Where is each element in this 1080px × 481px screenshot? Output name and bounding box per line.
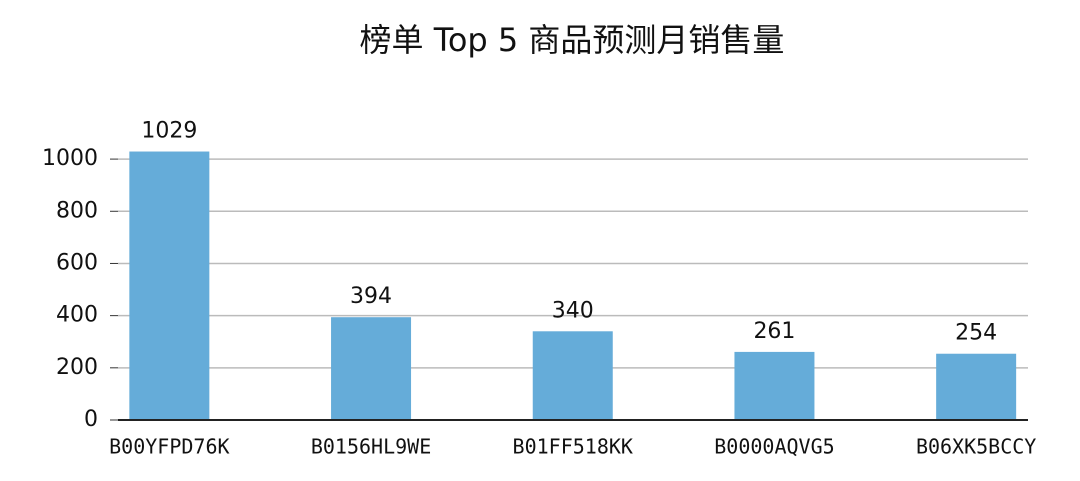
x-tick-label: B06XK5BCCY <box>916 435 1036 459</box>
x-tick-label: B0156HL9WE <box>311 435 431 459</box>
value-label: 1029 <box>141 119 197 144</box>
value-label: 261 <box>753 319 795 344</box>
y-tick-label: 600 <box>56 250 98 275</box>
y-tick-label: 800 <box>56 198 98 223</box>
bar <box>331 317 412 420</box>
y-tick-label: 1000 <box>42 146 98 171</box>
value-label: 340 <box>552 298 594 323</box>
y-tick-label: 200 <box>56 355 98 380</box>
x-tick-label: B0000AQVG5 <box>714 435 834 459</box>
chart-title: 榜单 Top 5 商品预测月销售量 <box>360 21 785 59</box>
bar <box>129 151 210 421</box>
bar <box>734 351 815 420</box>
value-label: 394 <box>350 284 392 309</box>
x-tick-label: B00YFPD76K <box>109 435 229 459</box>
y-tick-label: 400 <box>56 303 98 328</box>
y-tick-label: 0 <box>84 407 98 432</box>
bar <box>936 353 1017 420</box>
x-tick-label: B01FF518KK <box>513 435 633 459</box>
value-label: 254 <box>955 321 997 346</box>
bar <box>532 331 613 420</box>
